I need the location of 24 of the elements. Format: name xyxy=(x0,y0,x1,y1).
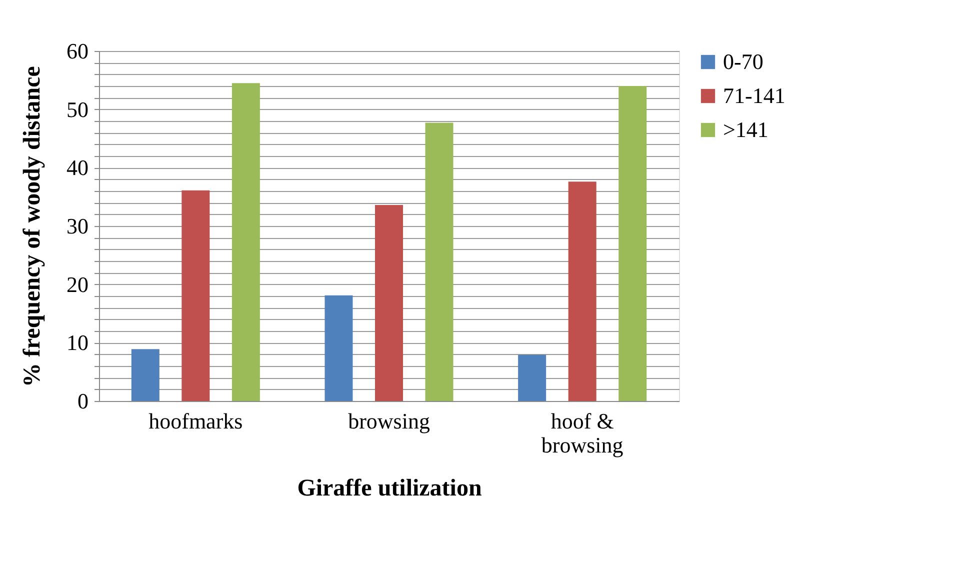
bar xyxy=(618,86,647,401)
y-tick-label: 40 xyxy=(66,155,88,180)
y-tick-label: 30 xyxy=(66,214,88,238)
bar xyxy=(425,122,454,401)
bar xyxy=(232,83,260,401)
legend-label: 71-141 xyxy=(723,83,786,108)
y-axis-title: % frequency of woody distance xyxy=(20,66,46,387)
y-tick-label: 10 xyxy=(66,330,88,356)
y-tick-label: 60 xyxy=(66,38,88,64)
x-axis-title: Giraffe utilization xyxy=(297,476,482,502)
bar xyxy=(131,349,160,401)
legend-label: 0-70 xyxy=(723,49,764,74)
x-tick-label: hoof & browsing xyxy=(541,408,624,458)
y-tick-label: 50 xyxy=(66,96,88,122)
bar xyxy=(375,205,403,401)
x-tick-label: browsing xyxy=(348,408,430,434)
y-tick-label: 20 xyxy=(66,272,88,297)
y-tick-label: 0 xyxy=(78,388,88,414)
legend-label: >141 xyxy=(723,117,768,142)
bar xyxy=(182,190,210,401)
bar xyxy=(518,354,546,401)
x-tick-label: hoofmarks xyxy=(148,408,243,434)
bar xyxy=(568,182,596,401)
bar xyxy=(324,295,353,401)
